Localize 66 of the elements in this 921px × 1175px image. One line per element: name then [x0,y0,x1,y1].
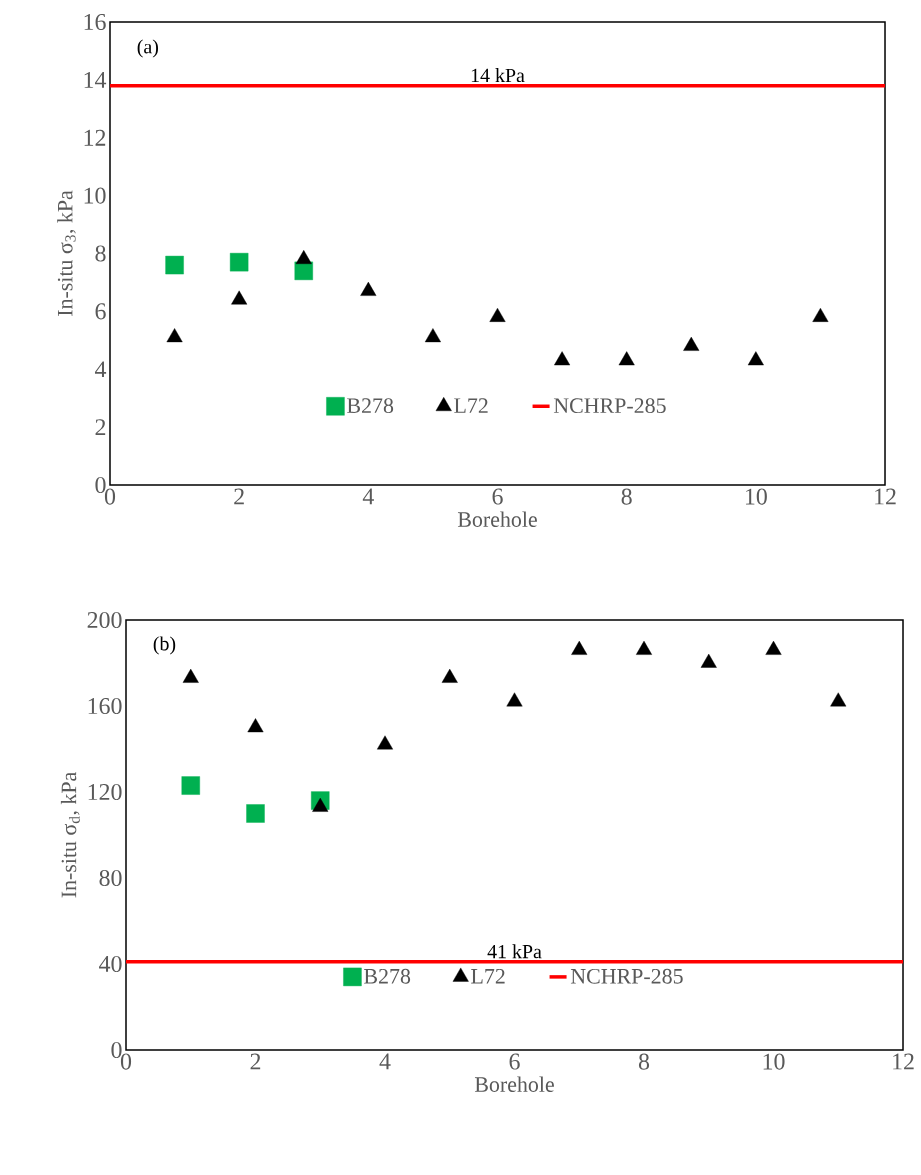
point [441,668,458,683]
x-tick-label: 4 [362,488,374,505]
y-axis-title: In-situ σ$_{3}$, kPa [57,190,76,316]
point [166,328,183,343]
point [295,250,312,264]
point [683,336,700,351]
point [489,307,506,322]
legend-label: L72 [454,398,488,413]
point [182,668,199,683]
legend-label: B278 [364,968,411,984]
y-tick-label: 16 [84,13,106,31]
y-tick-label: 0 [111,1041,122,1059]
point [247,718,264,733]
point [554,351,571,366]
y-tick-label: 10 [84,187,106,204]
y-tick-label: 14 [84,71,107,88]
y-tick-label: 6 [95,303,106,320]
point [424,328,441,343]
point [618,351,635,366]
y-tick-label: 120 [88,783,122,801]
x-tick-label: 10 [763,1053,785,1070]
point [360,281,377,296]
x-tick-label: 12 [893,1053,914,1070]
point [700,653,717,668]
y-tick-label: 160 [88,697,122,715]
legend-label: B278 [347,398,394,414]
point [636,640,652,655]
x-tick-label: 10 [745,488,767,505]
legend-label: NCHRP-285 [570,968,683,984]
y-tick-label: 2 [95,419,106,436]
point [231,290,248,305]
x-tick-label: 6 [509,1053,520,1070]
x-tick-label: 8 [621,488,632,505]
legend-label: L72 [471,968,505,984]
point [246,804,265,823]
point [571,640,588,655]
y-tick-label: 4 [94,361,107,378]
y-axis-title: In-situ σ$_{d}$, kPa [60,772,80,898]
point [165,255,184,275]
y-tick-label: 0 [95,476,106,494]
point [377,735,393,750]
x-tick-label: 8 [638,1053,650,1070]
annotation: (a) [137,39,159,58]
x-tick-label: 2 [250,1053,261,1070]
point [506,692,523,707]
y-tick-label: 80 [99,869,122,887]
y-tick-label: 40 [99,955,122,973]
y-tick-label: 12 [84,129,106,146]
x-tick-label: 2 [234,488,244,505]
y-tick-label: 200 [87,611,122,629]
point [229,252,249,272]
annotation: (b) [153,636,176,655]
point [812,307,829,322]
point [747,351,764,366]
x-tick-label: 6 [492,488,503,505]
point [830,692,847,707]
x-tick-label: 12 [875,488,896,505]
y-tick-label: 8 [95,245,106,262]
x-axis-title: Borehole [474,1076,554,1092]
legend-label: NCHRP-285 [553,398,666,414]
x-axis-title: Borehole [457,511,537,527]
annotation: 14 kPa [471,68,525,83]
point [765,640,782,655]
annotation: 41 kPa [487,944,542,959]
x-tick-label: 4 [379,1053,391,1070]
point [181,776,200,795]
